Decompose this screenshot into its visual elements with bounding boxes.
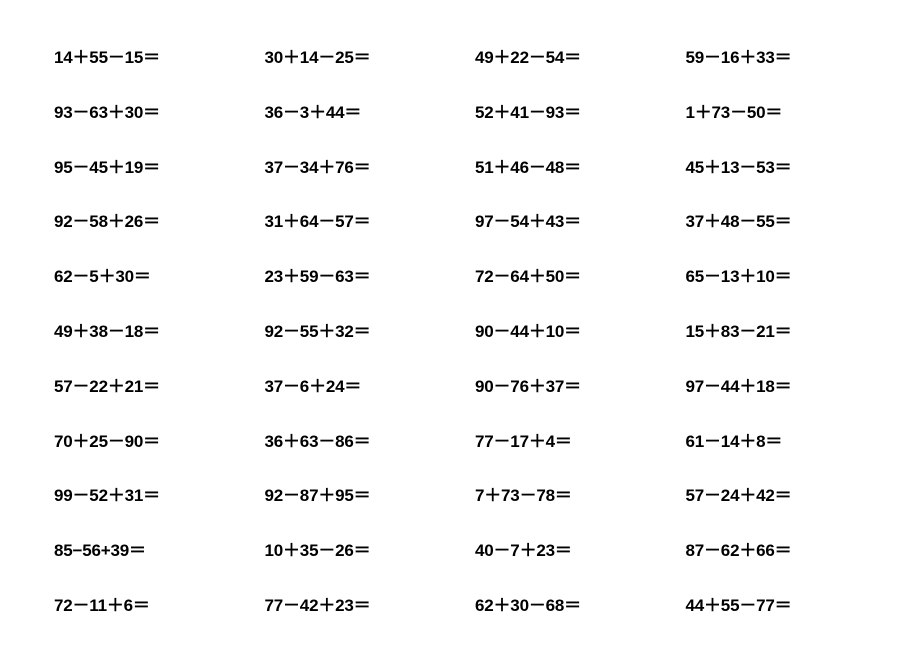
problem-cell: 62－5＋30＝ [54,247,259,302]
problem-cell: 59－16＋33＝ [686,28,891,83]
problem-cell: 65－13＋10＝ [686,247,891,302]
problem-cell: 52＋41－93＝ [475,83,680,138]
problem-cell: 31＋64－57＝ [265,192,470,247]
problem-cell: 45＋13－53＝ [686,138,891,193]
problem-cell: 85−56+39＝ [54,521,259,576]
problem-cell: 23＋59－63＝ [265,247,470,302]
problem-cell: 15＋83－21＝ [686,302,891,357]
problem-cell: 40－7＋23＝ [475,521,680,576]
problem-cell: 99－52＋31＝ [54,467,259,522]
problem-cell: 97－54＋43＝ [475,192,680,247]
problem-cell: 30＋14－25＝ [265,28,470,83]
problem-cell: 36－3＋44＝ [265,83,470,138]
problem-cell: 72－11＋6＝ [54,576,259,631]
math-worksheet: 14＋55－15＝ 30＋14－25＝ 49＋22－54＝ 59－16＋33＝ … [0,0,920,651]
problem-cell: 37－34＋76＝ [265,138,470,193]
problem-cell: 92－55＋32＝ [265,302,470,357]
problem-cell: 14＋55－15＝ [54,28,259,83]
problem-cell: 51＋46－48＝ [475,138,680,193]
problem-cell: 90－76＋37＝ [475,357,680,412]
problem-cell: 93－63＋30＝ [54,83,259,138]
problem-cell: 49＋38－18＝ [54,302,259,357]
problem-cell: 70＋25－90＝ [54,412,259,467]
problem-cell: 90－44＋10＝ [475,302,680,357]
problem-cell: 49＋22－54＝ [475,28,680,83]
problem-cell: 87－62＋66＝ [686,521,891,576]
problem-cell: 37＋48－55＝ [686,192,891,247]
problem-cell: 62＋30－68＝ [475,576,680,631]
problem-cell: 36＋63－86＝ [265,412,470,467]
problem-cell: 37－6＋24＝ [265,357,470,412]
problem-cell: 72－64＋50＝ [475,247,680,302]
problem-cell: 61－14＋8＝ [686,412,891,467]
problem-cell: 44＋55－77＝ [686,576,891,631]
problem-cell: 77－17＋4＝ [475,412,680,467]
problem-cell: 1＋73－50＝ [686,83,891,138]
problem-cell: 10＋35－26＝ [265,521,470,576]
problem-cell: 97－44＋18＝ [686,357,891,412]
problem-cell: 77－42＋23＝ [265,576,470,631]
problem-cell: 57－24＋42＝ [686,467,891,522]
problem-cell: 92－58＋26＝ [54,192,259,247]
problem-cell: 7＋73－78＝ [475,467,680,522]
problem-cell: 57－22＋21＝ [54,357,259,412]
problem-cell: 95－45＋19＝ [54,138,259,193]
problem-cell: 92－87＋95＝ [265,467,470,522]
